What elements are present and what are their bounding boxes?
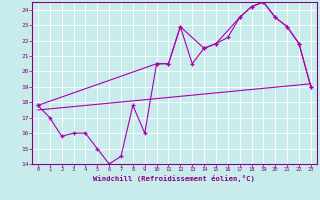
X-axis label: Windchill (Refroidissement éolien,°C): Windchill (Refroidissement éolien,°C) (93, 175, 255, 182)
